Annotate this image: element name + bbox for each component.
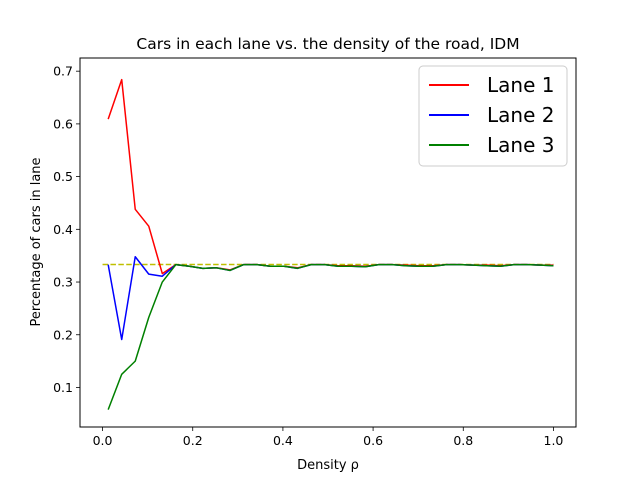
x-tick-label: 0.8 <box>453 433 473 448</box>
legend-box <box>418 65 568 167</box>
y-tick-label: 0.2 <box>53 327 73 342</box>
legend-label-lane-2: Lane 2 <box>487 103 554 127</box>
chart-title: Cars in each lane vs. the density of the… <box>136 35 519 53</box>
x-axis: 0.0 0.2 0.4 0.6 0.8 1.0 <box>93 427 564 448</box>
y-tick-label: 0.7 <box>53 64 73 79</box>
x-tick-label: 0.2 <box>183 433 203 448</box>
x-tick-label: 1.0 <box>544 433 564 448</box>
series-line-lane-3 <box>107 263 554 410</box>
y-axis-title: Percentage of cars in lane <box>29 157 44 326</box>
x-tick-label: 0.0 <box>93 433 113 448</box>
y-tick-label: 0.1 <box>53 380 73 395</box>
x-tick-label: 0.4 <box>273 433 293 448</box>
x-axis-title: Density ρ <box>297 458 359 473</box>
y-tick-label: 0.4 <box>53 222 73 237</box>
series-line-lane-2 <box>107 255 554 341</box>
legend-label-lane-1: Lane 1 <box>487 73 554 97</box>
y-tick-label: 0.5 <box>53 169 73 184</box>
legend: Lane 1 Lane 2 Lane 3 <box>418 65 568 167</box>
y-axis: 0.1 0.2 0.3 0.4 0.5 0.6 0.7 <box>53 64 80 395</box>
y-tick-label: 0.3 <box>53 275 73 290</box>
x-tick-label: 0.6 <box>363 433 383 448</box>
plot-area <box>102 78 554 410</box>
legend-label-lane-3: Lane 3 <box>487 133 554 157</box>
y-tick-label: 0.6 <box>53 116 73 131</box>
axes-frame <box>79 57 577 428</box>
